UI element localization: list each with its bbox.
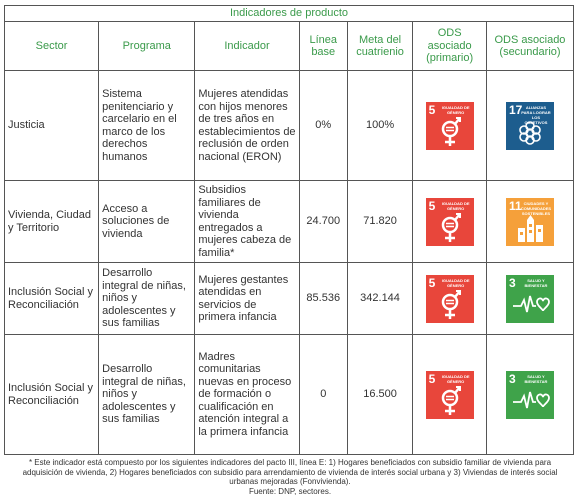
ods-secundario-cell: 17 ALIANZAS PARA LOGRAR LOS OBJETIVOS (485, 70, 575, 181)
header-row: Sector Programa Indicador Línea base Met… (3, 21, 575, 71)
ods-primario-cell: 5 IGUALDAD DE GÉNERO (412, 70, 487, 181)
header-indicador: Indicador (194, 21, 300, 71)
footnote-text: * Este indicador está compuesto por los … (22, 458, 558, 487)
table-row: Justicia Sistema penitenciario y carcela… (3, 70, 575, 181)
ods-primario-cell: 5 IGUALDAD DE GÉNERO (412, 262, 487, 335)
linea-base-cell: 24.700 (298, 180, 348, 263)
sector-cell: Inclusión Social y Reconciliación (3, 334, 100, 455)
header-linea-base: Línea base (298, 21, 348, 71)
sdg-caption: SALUD Y BIENESTAR (524, 277, 548, 288)
table-title: Indicadores de producto (4, 5, 574, 22)
indicador-cell: Madres comunitarias nuevas en proceso de… (194, 334, 300, 455)
meta-cell: 71.820 (346, 180, 414, 263)
sdg-number: 11 (508, 198, 522, 213)
programa-cell: Sistema penitenciario y carcelario en el… (98, 70, 196, 181)
table-row: Inclusión Social y Reconciliación Desarr… (3, 334, 575, 455)
city-buildings-icon (517, 214, 543, 242)
ods-primario-cell: 5 IGUALDAD DE GÉNERO (412, 180, 487, 263)
ods-secundario-cell: 11 CIUDADES Y COMUNIDADES SOSTENIBLES (485, 180, 575, 263)
linea-base-cell: 0% (298, 70, 348, 181)
programa-cell: Desarrollo integral de niñas, niños y ad… (98, 334, 196, 455)
sdg-5-badge: 5 IGUALDAD DE GÉNERO (425, 274, 474, 323)
programa-cell: Desarrollo integral de niñas, niños y ad… (98, 262, 196, 335)
sdg-caption: SALUD Y BIENESTAR (524, 373, 548, 384)
sdg-3-badge: 3 SALUD Y BIENESTAR (505, 274, 554, 323)
sector-cell: Justicia (3, 70, 100, 181)
header-ods-primario: ODS asociado (primario) (412, 21, 487, 71)
table-row: Vivienda, Ciudad y Territorio Acceso a s… (3, 180, 575, 263)
ods-secundario-cell: 3 SALUD Y BIENESTAR (485, 262, 575, 335)
header-ods-secundario: ODS asociado (secundario) (485, 21, 575, 71)
sdg-3-badge: 3 SALUD Y BIENESTAR (505, 370, 554, 419)
sdg-5-badge: 5 IGUALDAD DE GÉNERO (425, 101, 474, 150)
sdg-number: 5 (428, 275, 436, 290)
sdg-number: 5 (428, 198, 436, 213)
gender-equality-icon (441, 385, 461, 415)
footnotes: * Este indicador está compuesto por los … (20, 458, 560, 496)
sdg-number: 3 (508, 371, 516, 386)
gender-equality-icon (441, 116, 461, 146)
ods-secundario-cell: 3 SALUD Y BIENESTAR (485, 334, 575, 455)
indicador-cell: Mujeres gestantes atendidas en servicios… (194, 262, 300, 335)
meta-cell: 16.500 (346, 334, 414, 455)
source-text: Fuente: DNP, sectores. (248, 486, 332, 496)
header-programa: Programa (98, 21, 196, 71)
sdg-17-badge: 17 ALIANZAS PARA LOGRAR LOS OBJETIVOS (505, 101, 554, 150)
sdg-caption: IGUALDAD DE GÉNERO (441, 200, 470, 211)
sdg-caption: IGUALDAD DE GÉNERO (441, 104, 470, 115)
partnership-flower-icon (519, 120, 541, 145)
heartbeat-icon (512, 391, 550, 408)
meta-cell: 100% (346, 70, 414, 181)
table-title-row: Indicadores de producto (4, 5, 574, 22)
sdg-5-badge: 5 IGUALDAD DE GÉNERO (425, 197, 474, 246)
gender-equality-icon (441, 212, 461, 242)
header-sector: Sector (3, 21, 100, 71)
linea-base-cell: 85.536 (298, 262, 348, 335)
header-meta: Meta del cuatrienio (346, 21, 414, 71)
sdg-number: 17 (508, 102, 523, 117)
sdg-caption: ALIANZAS PARA LOGRAR LOS OBJETIVOS (521, 104, 551, 125)
meta-cell: 342.144 (346, 262, 414, 335)
linea-base-cell: 0 (298, 334, 348, 455)
sdg-11-badge: 11 CIUDADES Y COMUNIDADES SOSTENIBLES (505, 197, 554, 246)
sdg-number: 5 (428, 371, 436, 386)
sdg-caption: CIUDADES Y COMUNIDADES SOSTENIBLES (520, 200, 552, 216)
sector-cell: Vivienda, Ciudad y Territorio (3, 180, 100, 263)
heartbeat-icon (512, 295, 550, 312)
indicators-table: Indicadores de producto Sector Programa … (3, 5, 575, 455)
ods-primario-cell: 5 IGUALDAD DE GÉNERO (412, 334, 487, 455)
sdg-caption: IGUALDAD DE GÉNERO (441, 277, 470, 288)
table-row: Inclusión Social y Reconciliación Desarr… (3, 262, 575, 335)
sector-cell: Inclusión Social y Reconciliación (3, 262, 100, 335)
sdg-5-badge: 5 IGUALDAD DE GÉNERO (425, 370, 474, 419)
sdg-number: 5 (428, 102, 436, 117)
gender-equality-icon (441, 289, 461, 319)
indicador-cell: Mujeres atendidas con hijos menores de t… (194, 70, 300, 181)
programa-cell: Acceso a soluciones de vivienda (98, 180, 196, 263)
sdg-caption: IGUALDAD DE GÉNERO (441, 373, 470, 384)
sdg-number: 3 (508, 275, 516, 290)
indicador-cell: Subsidios familiares de vivienda entrega… (194, 180, 300, 263)
